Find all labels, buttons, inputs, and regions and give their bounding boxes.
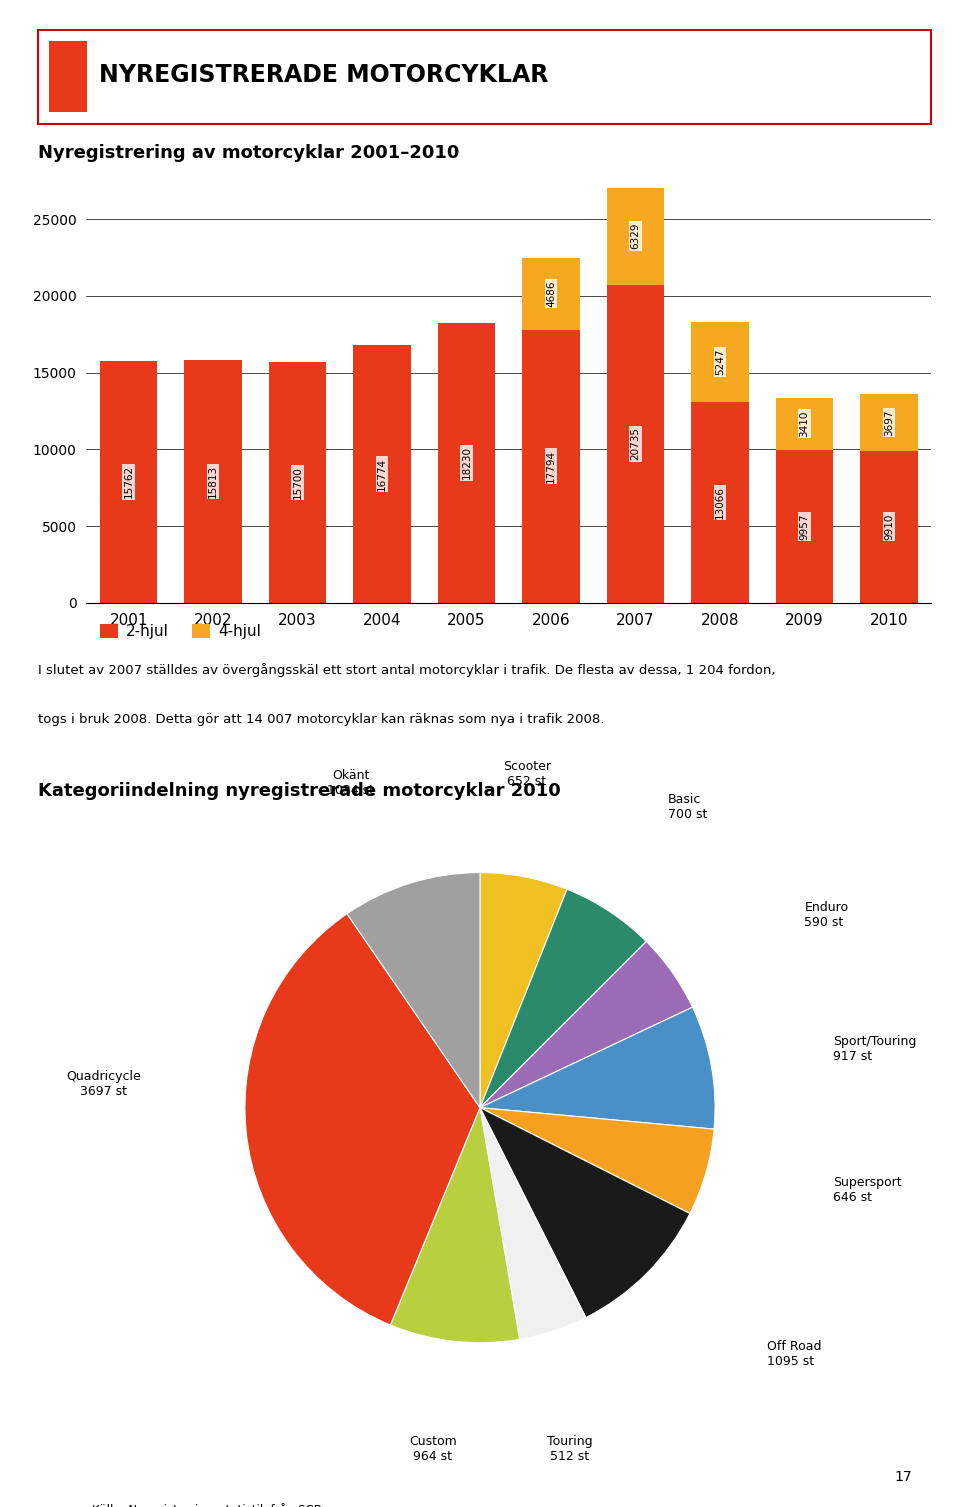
Text: 15813: 15813 bbox=[208, 464, 218, 497]
Text: 3697: 3697 bbox=[884, 408, 894, 436]
Text: Touring
512 st: Touring 512 st bbox=[546, 1435, 592, 1462]
Text: Supersport
646 st: Supersport 646 st bbox=[832, 1175, 901, 1204]
Legend: 2-hjul, 4-hjul: 2-hjul, 4-hjul bbox=[94, 618, 267, 645]
Bar bbox=[49, 41, 86, 113]
Text: 16774: 16774 bbox=[377, 458, 387, 491]
Text: 15700: 15700 bbox=[293, 466, 302, 499]
Bar bbox=[776, 451, 833, 603]
Bar bbox=[860, 393, 918, 451]
Text: 5247: 5247 bbox=[715, 348, 725, 375]
Text: 17794: 17794 bbox=[546, 449, 556, 482]
Text: Sport/Touring
917 st: Sport/Touring 917 st bbox=[832, 1035, 916, 1062]
Bar bbox=[100, 360, 157, 603]
Text: Kategoriindelning nyregistrerade motorcyklar 2010: Kategoriindelning nyregistrerade motorcy… bbox=[38, 782, 562, 800]
Bar bbox=[522, 258, 580, 330]
Text: 18230: 18230 bbox=[462, 446, 471, 479]
Text: I slutet av 2007 ställdes av övergångsskäl ett stort antal motorcyklar i trafik.: I slutet av 2007 ställdes av övergångssk… bbox=[38, 663, 776, 677]
Text: Basic
700 st: Basic 700 st bbox=[668, 793, 708, 821]
Text: 15762: 15762 bbox=[124, 466, 133, 499]
Text: 17: 17 bbox=[895, 1471, 912, 1484]
Bar bbox=[522, 330, 580, 603]
Bar bbox=[691, 402, 749, 603]
Bar bbox=[184, 360, 242, 603]
Bar bbox=[353, 345, 411, 603]
Bar bbox=[438, 322, 495, 603]
Text: 20735: 20735 bbox=[631, 426, 640, 460]
Wedge shape bbox=[480, 1108, 714, 1213]
Text: 13066: 13066 bbox=[715, 487, 725, 518]
Text: Enduro
590 st: Enduro 590 st bbox=[804, 901, 849, 928]
Text: 9957: 9957 bbox=[800, 514, 809, 540]
Wedge shape bbox=[480, 942, 692, 1108]
Wedge shape bbox=[480, 873, 567, 1108]
Wedge shape bbox=[480, 1007, 715, 1129]
Text: togs i bruk 2008. Detta gör att 14 007 motorcyklar kan räknas som nya i trafik 2: togs i bruk 2008. Detta gör att 14 007 m… bbox=[38, 713, 605, 726]
Wedge shape bbox=[480, 889, 646, 1108]
Text: 4686: 4686 bbox=[546, 280, 556, 307]
Text: Quadricycle
3697 st: Quadricycle 3697 st bbox=[66, 1070, 141, 1099]
Text: NYREGISTRERADE MOTORCYKLAR: NYREGISTRERADE MOTORCYKLAR bbox=[99, 63, 548, 87]
Text: Custom
964 st: Custom 964 st bbox=[409, 1435, 457, 1462]
Bar bbox=[607, 187, 664, 285]
Text: 9910: 9910 bbox=[884, 514, 894, 540]
Text: 3410: 3410 bbox=[800, 410, 809, 437]
Wedge shape bbox=[480, 1108, 586, 1340]
Bar bbox=[776, 398, 833, 451]
Wedge shape bbox=[245, 913, 480, 1325]
Bar bbox=[269, 362, 326, 603]
Text: Nyregistrering av motorcyklar 2001–2010: Nyregistrering av motorcyklar 2001–2010 bbox=[38, 145, 460, 161]
Bar bbox=[607, 285, 664, 603]
Text: 6329: 6329 bbox=[631, 223, 640, 249]
Text: Okänt
1034 st: Okänt 1034 st bbox=[327, 769, 374, 797]
Text: Off Road
1095 st: Off Road 1095 st bbox=[767, 1341, 822, 1368]
Bar bbox=[691, 321, 749, 402]
Text: Scooter
652 st: Scooter 652 st bbox=[503, 760, 551, 788]
Wedge shape bbox=[347, 873, 480, 1108]
Wedge shape bbox=[480, 1108, 690, 1317]
Bar bbox=[860, 451, 918, 603]
FancyBboxPatch shape bbox=[38, 30, 931, 124]
Wedge shape bbox=[391, 1108, 519, 1343]
Text: Källa: Nyregistreringsstatistik från SCB,
sammanställd av McRF: Källa: Nyregistreringsstatistik från SCB… bbox=[92, 1502, 325, 1507]
